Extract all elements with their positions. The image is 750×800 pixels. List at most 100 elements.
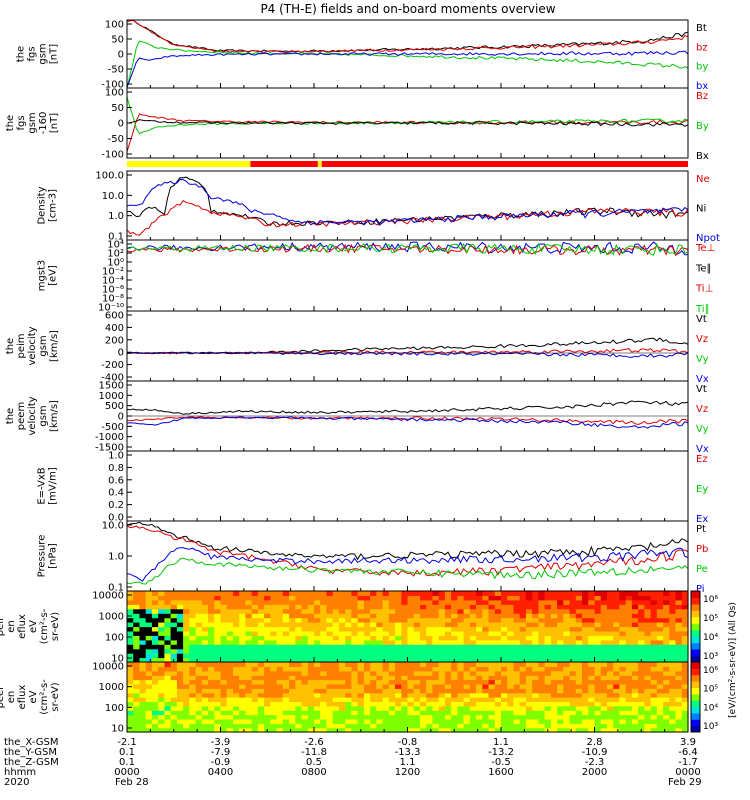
spectrogram-cell [282, 718, 290, 724]
spectrogram-cell [145, 613, 153, 619]
spectrogram-cell [226, 697, 234, 702]
spectrogram-cell [345, 630, 352, 636]
spectrogram-cell [195, 617, 203, 623]
spectrogram-cell [469, 639, 477, 645]
spectrogram-cell [519, 683, 527, 689]
spectrogram-cell [407, 604, 415, 610]
spectrogram-cell [233, 622, 240, 628]
spectrogram-cell [575, 657, 583, 663]
spectrogram-cell [513, 617, 521, 623]
spectrogram-cell [650, 662, 658, 667]
spectrogram-cell [363, 688, 371, 694]
spectrogram-cell [600, 617, 608, 623]
spectrogram-cell [432, 657, 440, 663]
spectrogram-cell [507, 727, 514, 733]
spectrogram-cell [675, 599, 683, 605]
spectrogram-cell [631, 617, 639, 623]
spectrogram-cell [426, 595, 433, 601]
spectrogram-cell [638, 622, 645, 628]
spectrogram-cell [607, 648, 614, 654]
spectrogram-cell [669, 723, 677, 729]
spectrogram-cell [432, 639, 440, 645]
spectrogram-cell [432, 675, 440, 681]
spectrogram-cell [407, 599, 415, 605]
spectrogram-cell [644, 705, 652, 711]
spectrogram-cell [139, 670, 147, 676]
spectrogram-cell [432, 701, 440, 707]
spectrogram-cell [557, 604, 564, 610]
spectrogram-cell [295, 697, 303, 702]
spectrogram-cell [264, 675, 271, 681]
spectrogram-cell [176, 626, 184, 632]
spectrogram-cell [675, 657, 683, 663]
spectrogram-cell [631, 648, 639, 654]
spectrogram-cell [183, 657, 190, 663]
spectrogram-cell [594, 644, 602, 650]
spectrogram-cell [301, 617, 309, 623]
colorbar-tick-label: 10⁴ [703, 703, 718, 713]
y-axis-label: thepeerenefluxeV(cm²-s-sr-eV) [0, 679, 61, 715]
spectrogram-cell [619, 727, 627, 733]
spectrogram-cell [513, 727, 521, 733]
spectrogram-cell [675, 692, 683, 698]
spectrogram-cell [426, 639, 433, 645]
spectrogram-cell [127, 692, 134, 698]
spectrogram-cell [619, 608, 627, 614]
spectrogram-cell [407, 705, 415, 711]
spectrogram-cell [189, 662, 197, 667]
spectrogram-cell [151, 595, 159, 601]
spectrogram-cell [538, 662, 546, 667]
spectrogram-cell [451, 599, 458, 605]
spectrogram-cell [270, 599, 278, 605]
spectrogram-cell [513, 670, 521, 676]
spectrogram-cell [401, 599, 409, 605]
spectrogram-cell [413, 630, 421, 636]
spectrogram-cell [270, 666, 278, 672]
spectrogram-cell [507, 662, 514, 667]
spectrogram-cell [613, 679, 620, 685]
spectrogram-cell [413, 613, 421, 619]
spectrogram-cell [544, 595, 552, 601]
spectrogram-cell [513, 608, 521, 614]
spectrogram-cell [582, 630, 589, 636]
ephemeris-value: -3.9 [211, 737, 231, 748]
spectrogram-cell [613, 692, 620, 698]
spectrogram-cell [532, 675, 539, 681]
spectrogram-cell [557, 701, 564, 707]
spectrogram-cell [488, 626, 496, 632]
spectrogram-cell [245, 705, 253, 711]
spectrogram-cell [413, 626, 421, 632]
spectrogram-cell [401, 626, 409, 632]
spectrogram-cell [588, 630, 596, 636]
spectrogram-cell [619, 718, 627, 724]
spectrogram-cell [444, 670, 452, 676]
spectrogram-cell [663, 727, 670, 733]
spectrogram-cell [544, 697, 552, 702]
spectrogram-cell [220, 599, 228, 605]
spectrogram-cell [363, 670, 371, 676]
spectrogram-cell [550, 604, 558, 610]
spectrogram-cell [594, 723, 602, 729]
spectrogram-cell [600, 714, 608, 720]
spectrogram-cell [594, 622, 602, 628]
spectrogram-cell [494, 718, 502, 724]
spectrogram-cell [675, 723, 683, 729]
legend-label: Ti⊥ [695, 284, 713, 295]
spectrogram-cell [631, 613, 639, 619]
spectrogram-cell [127, 675, 134, 681]
spectrogram-cell [407, 626, 415, 632]
spectrogram-cell [239, 595, 246, 601]
spectrogram-cell [276, 595, 284, 601]
spectrogram-cell [463, 723, 471, 729]
ephemeris-value: -0.8 [398, 737, 418, 748]
spectrogram-cell [376, 662, 384, 667]
y-tick-label: 10⁻⁴ [102, 276, 124, 287]
spectrogram-cell [183, 697, 190, 702]
spectrogram-cell [675, 613, 683, 619]
spectrogram-cell [245, 653, 253, 659]
spectrogram-cell [451, 626, 458, 632]
spectrogram-cell [289, 705, 296, 711]
spectrogram-cell [395, 727, 402, 733]
spectrogram-cell [613, 639, 620, 645]
spectrogram-cell [457, 599, 465, 605]
